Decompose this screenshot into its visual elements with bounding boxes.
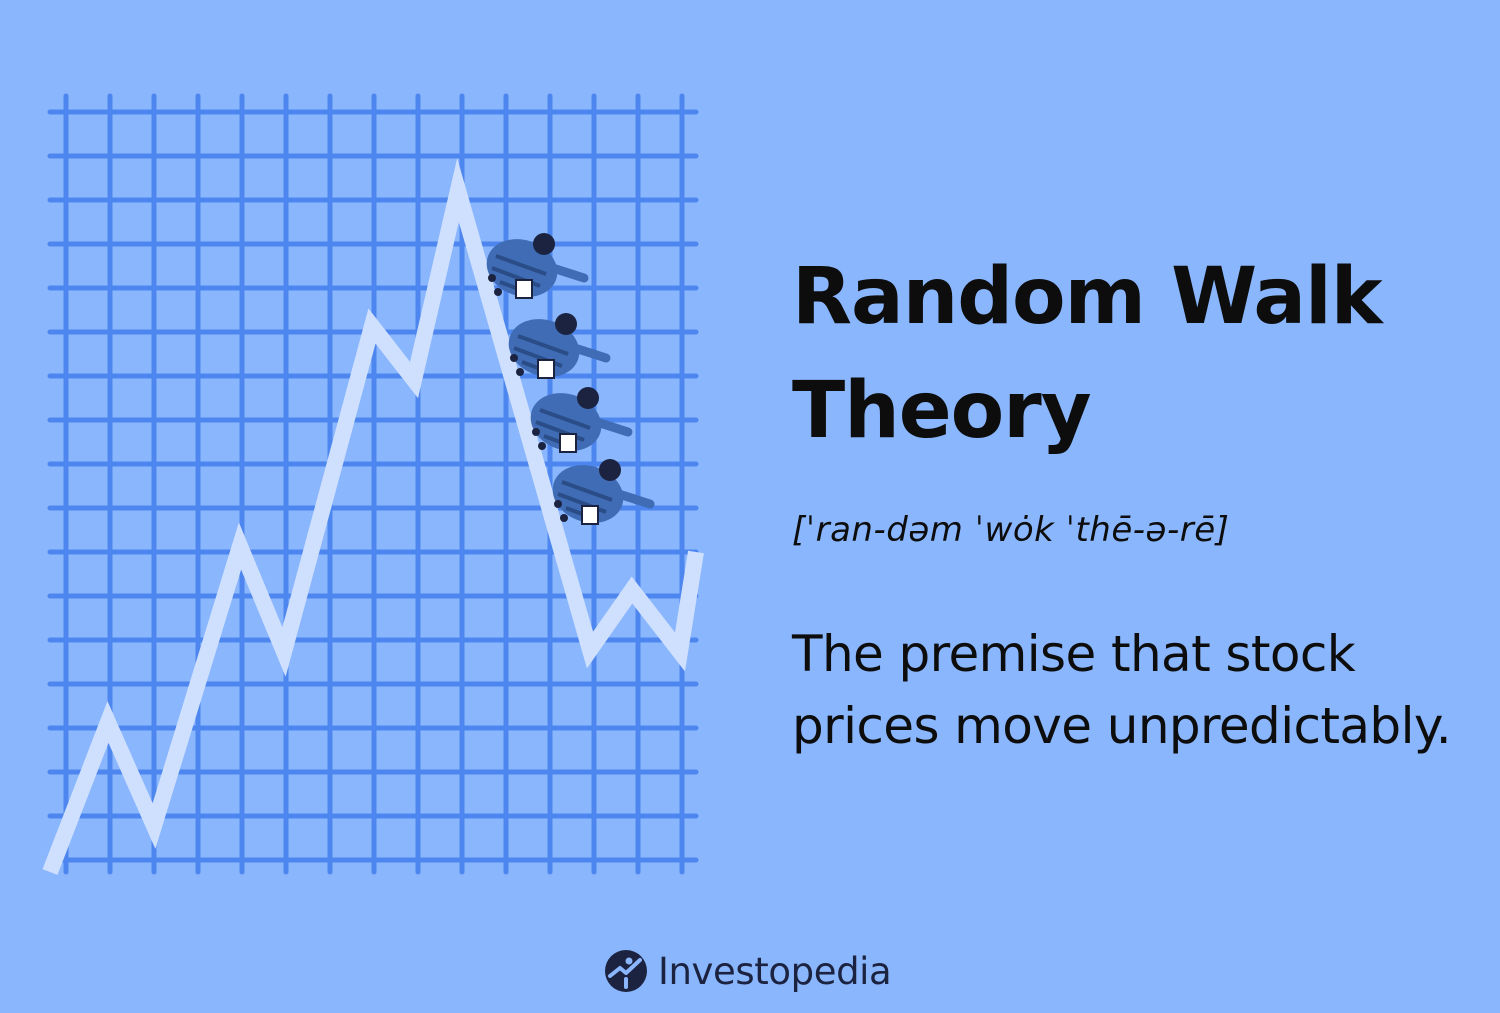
- brand-footer: Investopedia: [604, 944, 892, 998]
- brand-name: Investopedia: [658, 949, 892, 993]
- page-title: Random Walk Theory: [792, 252, 1383, 456]
- pronunciation: [ˈran-dəm ˈwȯk ˈthē-ə-rē]: [792, 510, 1230, 550]
- sliding-person: [530, 387, 633, 453]
- sliding-person: [508, 313, 611, 379]
- random-walk-line: [42, 158, 704, 875]
- definition-text: The premise that stock prices move unpre…: [792, 625, 1452, 755]
- sliding-people-group: [486, 233, 655, 525]
- random-walk-illustration: [42, 93, 704, 875]
- sliding-person: [552, 459, 655, 525]
- investopedia-logo-icon: [604, 949, 648, 993]
- sliding-person: [486, 233, 589, 299]
